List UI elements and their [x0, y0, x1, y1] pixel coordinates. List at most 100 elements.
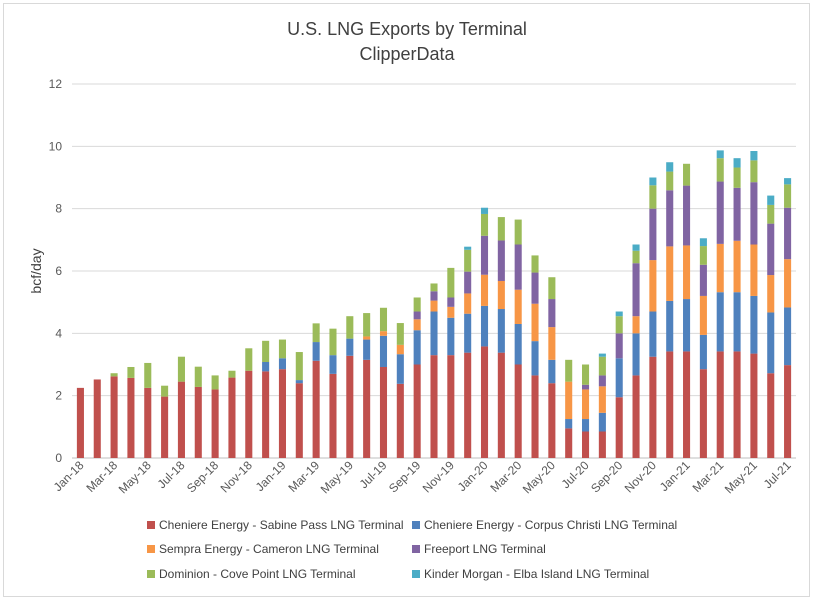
bar-segment [346, 355, 354, 458]
bar-segment [346, 338, 354, 356]
bar-segment [750, 244, 758, 296]
bar-segment [464, 271, 472, 294]
bar-segment [480, 274, 489, 306]
chart-title: U.S. LNG Exports by Terminal [287, 19, 527, 39]
bar-segment [161, 396, 169, 458]
bar-segment [548, 359, 556, 384]
bar-segment [262, 362, 270, 372]
bar-segment [379, 331, 388, 336]
bar-segment [615, 333, 623, 359]
bar-segment [767, 312, 775, 374]
x-tick-label: Sep-19 [386, 458, 423, 495]
bar-segment [93, 379, 101, 458]
legend-label: Freeport LNG Terminal [424, 542, 546, 556]
bar-segment [598, 375, 606, 387]
legend-swatch [412, 545, 420, 553]
bar-segment [716, 181, 724, 244]
bar-segment [666, 351, 674, 458]
y-tick-label: 2 [55, 389, 62, 403]
x-tick-label: Jul-19 [357, 458, 390, 491]
bar-segment [76, 387, 84, 458]
bar-segment [295, 383, 303, 458]
bar-segment [396, 383, 404, 458]
bar-segment [447, 306, 455, 318]
x-tick-label: May-20 [520, 458, 558, 496]
bar-segment [413, 364, 421, 458]
bar-segment [531, 375, 539, 458]
bar-segment [194, 386, 202, 458]
bar-segment [262, 340, 270, 363]
bar-segment [447, 355, 455, 458]
bar-segment [784, 259, 792, 308]
bar-segment [211, 375, 219, 390]
gridlines [72, 83, 796, 459]
bar-segment [784, 365, 792, 458]
bar-segment [413, 297, 421, 312]
bar-segment [497, 280, 505, 310]
bar-segment [767, 373, 775, 458]
bar-segment [480, 207, 489, 214]
bar-segment [699, 295, 707, 335]
bar-segment [497, 217, 505, 241]
bar-segment [615, 311, 623, 317]
bar-segment [379, 335, 388, 367]
chart-subtitle: ClipperData [359, 44, 455, 64]
bar-segment [127, 377, 135, 458]
bar-segment [632, 375, 640, 458]
bar-segment [649, 260, 657, 312]
bar-segment [733, 158, 741, 168]
bar-segment [683, 351, 691, 458]
bar-segment [363, 336, 371, 340]
bar-segment [329, 328, 337, 356]
bar-segment [379, 307, 388, 332]
bar-segment [716, 158, 724, 182]
y-axis-label: bcf/day [28, 248, 44, 293]
bar-segment [110, 373, 118, 377]
x-tick-label: Mar-21 [690, 458, 727, 495]
x-tick-label: Jan-19 [253, 458, 289, 494]
bar-segment [430, 311, 438, 356]
bar-segment [699, 238, 707, 247]
bar-segment [312, 342, 320, 361]
bar-segment [396, 344, 404, 355]
bar-segment [565, 359, 573, 382]
bar-segment [363, 339, 371, 360]
bar-segment [666, 171, 674, 191]
bar-segment [683, 299, 691, 352]
bar-segment [278, 339, 287, 359]
bar-segment [632, 244, 640, 251]
x-tick-label: Sep-20 [588, 458, 625, 495]
bar-segment [464, 246, 472, 250]
bar-segment [632, 316, 640, 334]
bar-segment [649, 356, 657, 458]
bar-segment [784, 178, 792, 185]
x-tick-label: Jan-21 [657, 458, 693, 494]
bar-segment [598, 356, 606, 376]
bar-segment [497, 240, 505, 281]
bar-segment [666, 300, 674, 352]
x-tick-label: Nov-19 [420, 458, 457, 495]
bar-segment [228, 377, 236, 458]
bar-segment [413, 311, 421, 320]
bar-segment [716, 292, 724, 352]
bar-segment [329, 355, 337, 374]
bar-segment [548, 327, 556, 360]
x-tick-label: Jul-21 [761, 458, 794, 491]
bar-segment [615, 358, 623, 398]
bar-segment [615, 316, 623, 334]
bar-segment [379, 366, 388, 458]
bar-segment [716, 243, 724, 293]
bar-segment [430, 300, 438, 312]
bar-segment [632, 333, 640, 376]
y-tick-label: 6 [55, 264, 62, 278]
bar-segment [767, 223, 775, 276]
x-tick-label: Jan-20 [455, 458, 491, 494]
bar-segment [767, 195, 775, 205]
bar-segment [295, 352, 303, 381]
bar-segment [683, 163, 691, 186]
bar-segment [464, 313, 472, 353]
bar-segment [733, 292, 741, 352]
bar-segment [581, 364, 590, 385]
bar-segment [767, 204, 775, 224]
